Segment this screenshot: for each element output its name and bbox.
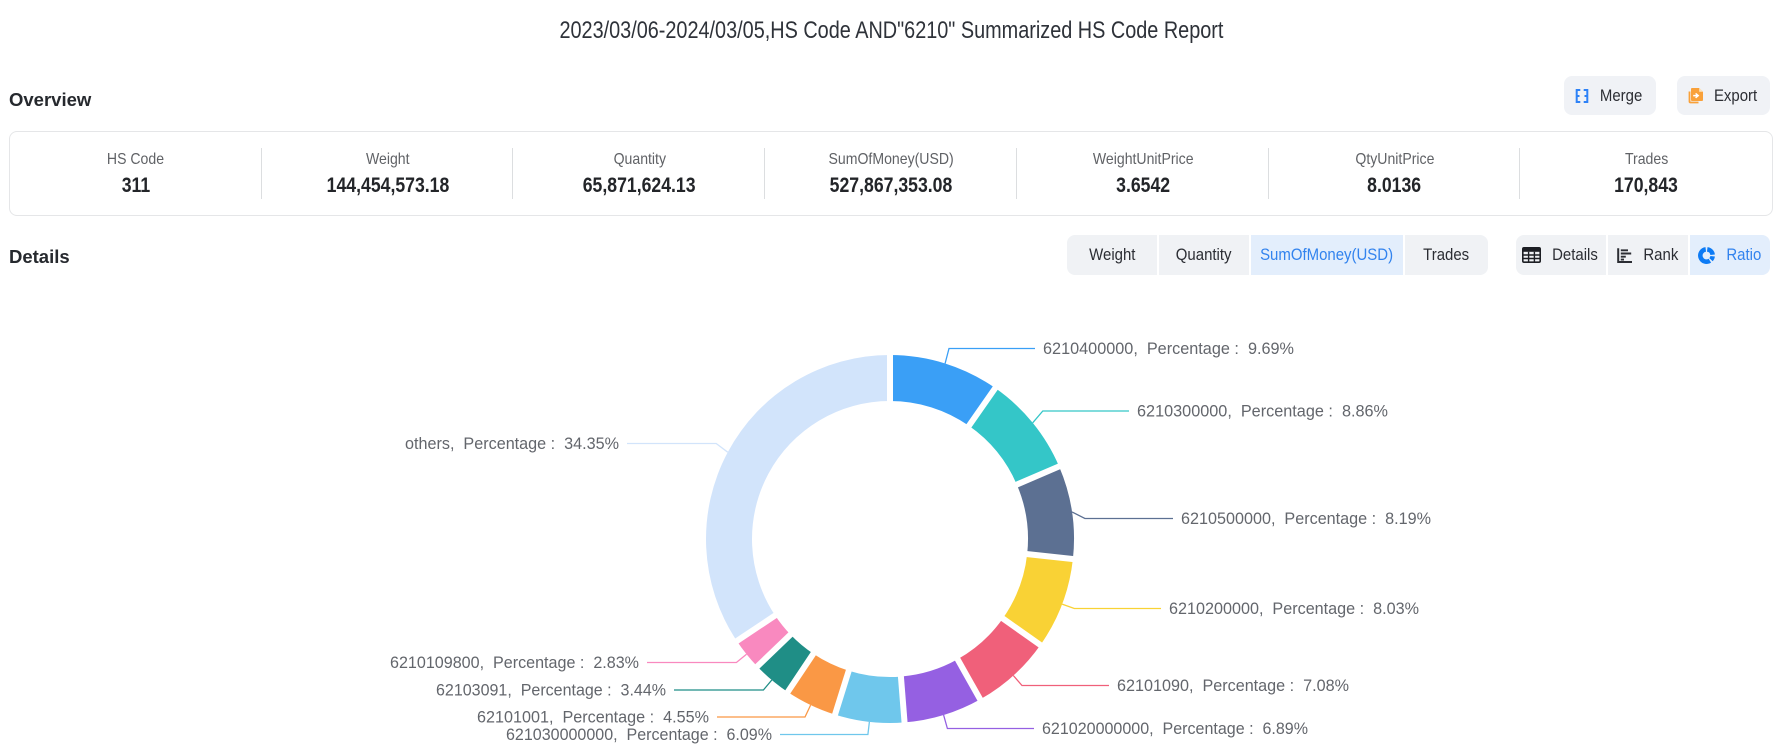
- svg-text:62103091, Percentage : 3.44%: 62103091, Percentage : 3.44%: [436, 681, 666, 700]
- svg-text:621030000000, Percentage : 6: 621030000000, Percentage : 6.09%: [506, 725, 772, 744]
- svg-text:others, Percentage : 34.35%: others, Percentage : 34.35%: [405, 434, 619, 453]
- svg-text:62101090, Percentage : 7.08%: 62101090, Percentage : 7.08%: [1117, 676, 1349, 695]
- svg-text:6210400000, Percentage : 9.6: 6210400000, Percentage : 9.69%: [1043, 339, 1294, 358]
- svg-text:6210500000, Percentage : 8.1: 6210500000, Percentage : 8.19%: [1181, 509, 1431, 528]
- svg-text:6210200000, Percentage : 8.0: 6210200000, Percentage : 8.03%: [1169, 599, 1419, 618]
- svg-text:62101001, Percentage : 4.55%: 62101001, Percentage : 4.55%: [477, 708, 709, 727]
- svg-text:6210109800, Percentage : 2.8: 6210109800, Percentage : 2.83%: [390, 653, 639, 672]
- svg-text:621020000000, Percentage : 6: 621020000000, Percentage : 6.89%: [1042, 719, 1308, 738]
- svg-text:6210300000, Percentage : 8.8: 6210300000, Percentage : 8.86%: [1137, 402, 1388, 421]
